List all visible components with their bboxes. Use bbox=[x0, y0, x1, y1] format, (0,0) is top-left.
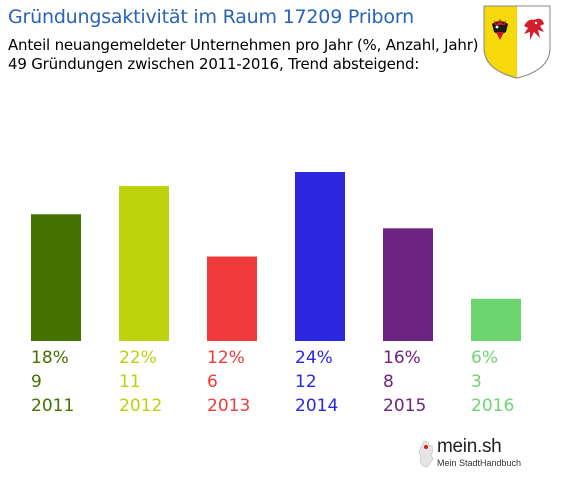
brand-logo[interactable]: mein.sh Mein StadtHandbuch bbox=[417, 436, 529, 474]
percent-label-2014: 24% bbox=[295, 348, 333, 368]
percent-label-2013: 12% bbox=[207, 348, 245, 368]
percent-label-2012: 22% bbox=[119, 348, 157, 368]
chart-title: Gründungsaktivität im Raum 17209 Priborn bbox=[8, 6, 414, 28]
chart-subtitle: Anteil neuangemeldeter Unternehmen pro J… bbox=[8, 36, 479, 74]
brand-tagline: Mein StadtHandbuch bbox=[437, 458, 522, 468]
year-label-2013: 2013 bbox=[207, 396, 251, 416]
bar-2011 bbox=[31, 214, 81, 341]
bar-2014 bbox=[295, 172, 345, 341]
bar-2015 bbox=[383, 228, 433, 341]
subtitle-line-2: 49 Gründungen zwischen 2011-2016, Trend … bbox=[8, 55, 420, 73]
count-label-2013: 6 bbox=[207, 372, 218, 392]
count-label-2011: 9 bbox=[31, 372, 42, 392]
year-label-2011: 2011 bbox=[31, 396, 75, 416]
coat-of-arms-icon bbox=[483, 5, 551, 79]
germany-map-icon bbox=[418, 440, 434, 468]
bar-2016 bbox=[471, 298, 521, 341]
count-label-2015: 8 bbox=[383, 372, 394, 392]
bar-2012 bbox=[119, 186, 169, 341]
percent-label-2016: 6% bbox=[471, 348, 498, 368]
count-label-2016: 3 bbox=[471, 372, 482, 392]
subtitle-line-1: Anteil neuangemeldeter Unternehmen pro J… bbox=[8, 36, 479, 54]
year-label-2012: 2012 bbox=[119, 396, 163, 416]
bar-2013 bbox=[207, 256, 257, 341]
count-label-2014: 12 bbox=[295, 372, 317, 392]
percent-label-2011: 18% bbox=[31, 348, 69, 368]
year-label-2015: 2015 bbox=[383, 396, 427, 416]
year-label-2014: 2014 bbox=[295, 396, 339, 416]
year-label-2016: 2016 bbox=[471, 396, 515, 416]
percent-label-2015: 16% bbox=[383, 348, 421, 368]
brand-name: mein.sh bbox=[437, 436, 502, 457]
count-label-2012: 11 bbox=[119, 372, 141, 392]
